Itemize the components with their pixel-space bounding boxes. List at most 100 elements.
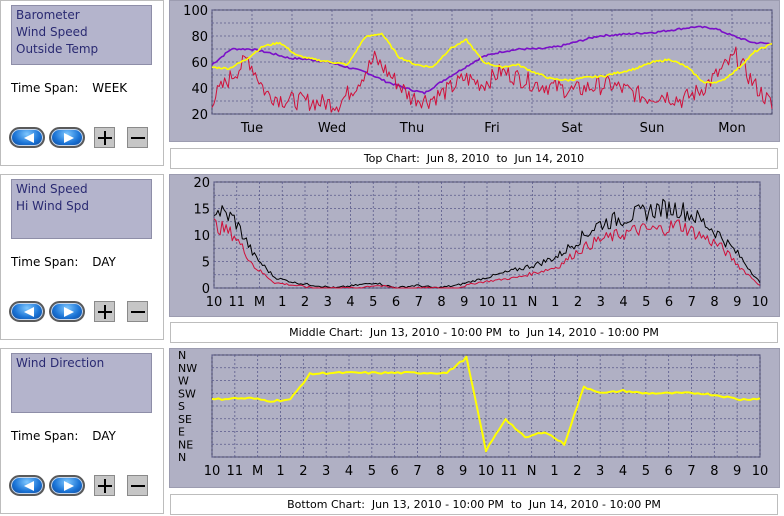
x-tick-label: 9 [460, 295, 468, 310]
plus-icon [98, 305, 112, 319]
forward-button[interactable] [49, 127, 85, 148]
x-tick-label: Mon [718, 121, 745, 136]
series-item[interactable]: Wind Direction [16, 356, 105, 370]
y-tick-label: W [178, 375, 189, 388]
x-tick-label: 6 [665, 464, 673, 479]
x-tick-label: 10 [752, 295, 769, 310]
x-tick-label: 3 [596, 464, 604, 479]
y-tick-label: NE [178, 438, 193, 451]
top-chart[interactable]: 20 40 60 80 100 Tue Wed Thu Fri Sat Sun Mon [169, 0, 780, 142]
series-list[interactable]: Wind Direction [11, 353, 152, 413]
forward-button[interactable] [49, 475, 85, 496]
series-list[interactable]: Barometer Wind Speed Outside Temp [11, 5, 152, 65]
bottom-chart[interactable]: N NW W SW S SE E NE N 10 11 M 1 2 3 4 5 6 7 8 9 10 11 N 1 2 3 4 5 6 7 8… [169, 348, 780, 488]
x-tick-label: 4 [346, 295, 354, 310]
x-tick-label: Wed [318, 121, 346, 136]
x-tick-label: Tue [240, 121, 263, 136]
time-span-value[interactable]: WEEK [92, 81, 128, 95]
series-line-barometer [211, 25, 773, 95]
zoom-out-button[interactable] [127, 127, 148, 148]
right-arrow-icon [64, 307, 74, 317]
y-tick-label: 80 [191, 30, 208, 45]
time-span-value[interactable]: DAY [92, 255, 116, 269]
x-tick-label: 1 [278, 295, 286, 310]
minus-icon [131, 311, 145, 313]
series-item[interactable]: Wind Speed [16, 182, 88, 196]
zoom-in-button[interactable] [94, 127, 115, 148]
forward-button[interactable] [49, 301, 85, 322]
time-span-row: Time Span: DAY [11, 429, 116, 443]
x-tick-label: 11 [501, 464, 518, 479]
series-line-wind-direction [211, 355, 761, 453]
series-line-hi-wind-spd [213, 198, 761, 289]
x-tick-label: 11 [227, 464, 244, 479]
top-chart-plot: 20 40 60 80 100 Tue Wed Thu Fri Sat Sun Mon [183, 4, 773, 136]
x-tick-label: N [528, 295, 538, 310]
zoom-out-button[interactable] [127, 301, 148, 322]
y-tick-label: E [178, 426, 185, 439]
series-line-wind-speed [213, 218, 761, 289]
time-span-label: Time Span: [11, 81, 79, 95]
x-tick-label: 8 [437, 295, 445, 310]
y-tick-label: 10 [193, 229, 210, 244]
x-tick-label: 8 [710, 295, 718, 310]
x-tick-label: 10 [204, 464, 221, 479]
x-tick-label: 1 [551, 295, 559, 310]
x-tick-label: 11 [228, 295, 245, 310]
middle-chart[interactable]: 0 5 10 15 20 10 11 M 1 2 3 4 5 6 7 8 9 10 11 N 1 2 3 4 5 6 7 8 9 10 [169, 174, 780, 317]
bottom-chart-caption: Bottom Chart: Jun 13, 2010 - 10:00 PM to… [170, 494, 778, 515]
left-arrow-icon [24, 307, 34, 317]
time-span-row: Time Span: WEEK [11, 81, 127, 95]
zoom-in-button[interactable] [94, 301, 115, 322]
x-tick-label: Sat [561, 121, 582, 136]
plus-icon [98, 131, 112, 145]
x-tick-label: 5 [642, 464, 650, 479]
x-tick-label: Fri [484, 121, 500, 136]
minus-icon [131, 485, 145, 487]
bottom-control-panel: Wind Direction Time Span: DAY [0, 348, 164, 514]
x-tick-label: 2 [299, 464, 307, 479]
y-tick-label: 15 [193, 203, 210, 218]
series-line-outside-temp [212, 32, 773, 84]
middle-control-panel: Wind Speed Hi Wind Spd Time Span: DAY [0, 174, 164, 340]
x-tick-label: M [254, 295, 265, 310]
series-item[interactable]: Barometer [16, 8, 80, 22]
x-tick-label: 9 [459, 464, 467, 479]
back-button[interactable] [9, 301, 45, 322]
x-tick-label: 8 [710, 464, 718, 479]
minus-icon [131, 137, 145, 139]
time-span-value[interactable]: DAY [92, 429, 116, 443]
series-item[interactable]: Outside Temp [16, 42, 99, 56]
time-span-label: Time Span: [11, 255, 79, 269]
y-tick-label: N [178, 349, 186, 362]
right-arrow-icon [64, 133, 74, 143]
x-tick-label: 5 [642, 295, 650, 310]
series-item[interactable]: Wind Speed [16, 25, 88, 39]
x-tick-label: 4 [619, 464, 627, 479]
y-tick-label: 5 [202, 256, 210, 271]
left-arrow-icon [24, 481, 34, 491]
left-arrow-icon [24, 133, 34, 143]
x-tick-label: 2 [574, 295, 582, 310]
x-tick-label: 6 [391, 464, 399, 479]
time-span-label: Time Span: [11, 429, 79, 443]
x-tick-label: 7 [415, 295, 423, 310]
x-tick-label: Sun [640, 121, 665, 136]
zoom-out-button[interactable] [127, 475, 148, 496]
x-tick-label: 6 [392, 295, 400, 310]
back-button[interactable] [9, 475, 45, 496]
y-tick-label: SW [178, 387, 196, 400]
y-tick-label: SE [178, 413, 192, 426]
right-arrow-icon [64, 481, 74, 491]
x-tick-label: 10 [479, 295, 496, 310]
x-tick-label: 3 [324, 295, 332, 310]
series-item[interactable]: Hi Wind Spd [16, 199, 89, 213]
series-list[interactable]: Wind Speed Hi Wind Spd [11, 179, 152, 239]
back-button[interactable] [9, 127, 45, 148]
y-tick-label: 20 [193, 176, 210, 191]
x-tick-label: 8 [436, 464, 444, 479]
x-tick-label: 2 [573, 464, 581, 479]
x-tick-label: 7 [688, 295, 696, 310]
zoom-in-button[interactable] [94, 475, 115, 496]
